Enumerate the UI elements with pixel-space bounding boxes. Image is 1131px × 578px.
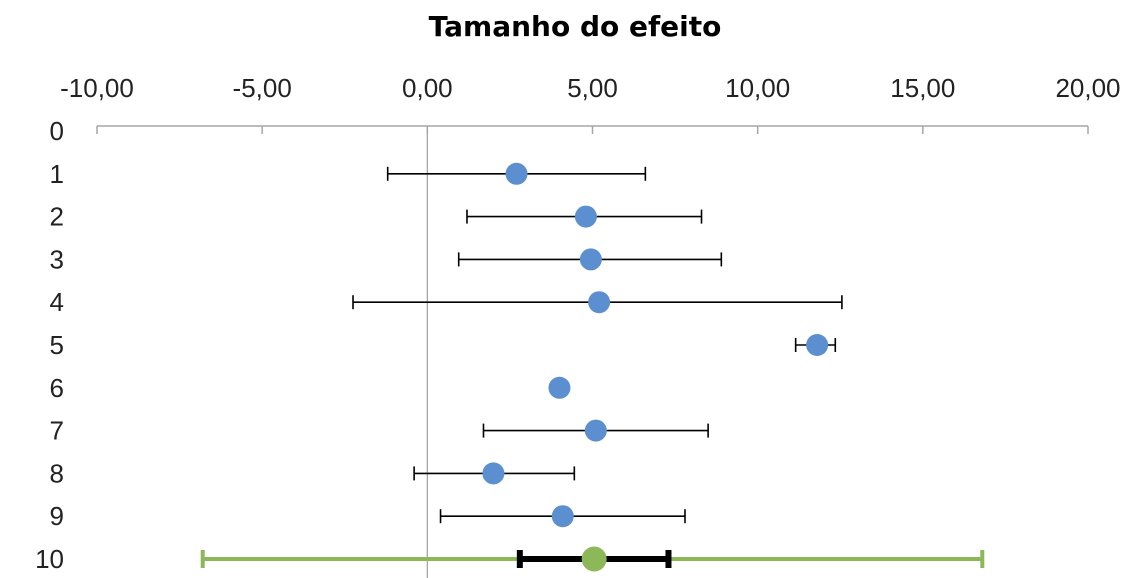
study-effect-point (551, 505, 574, 528)
study-series (352, 162, 843, 528)
y-tick-label: 9 (50, 501, 64, 531)
study-row (794, 334, 837, 356)
study-row (482, 419, 709, 442)
x-tick-label: 20,00 (1055, 73, 1120, 103)
study-row (413, 462, 576, 485)
y-axis-labels: 0 1 2 3 4 5 6 7 8 9 10 (35, 116, 64, 574)
study-effect-point (482, 462, 505, 485)
study-row (457, 248, 723, 271)
study-effect-point (548, 376, 571, 399)
y-tick-label: 8 (50, 458, 64, 488)
study-row (439, 505, 686, 528)
chart-title: Tamanho do efeito (428, 10, 722, 43)
y-tick-label: 10 (35, 544, 64, 574)
study-effect-point (806, 334, 829, 356)
study-effect-point (588, 291, 611, 314)
y-tick-label: 1 (50, 159, 64, 189)
x-tick-label: -5,00 (233, 73, 292, 103)
x-tick-label: 15,00 (890, 73, 955, 103)
x-tick-label: -10,00 (60, 73, 134, 103)
pooled-effect-point (581, 546, 607, 572)
y-tick-label: 3 (50, 244, 64, 274)
y-tick-label: 6 (50, 373, 64, 403)
x-axis: -10,00 -5,00 0,00 5,00 10,00 15,00 20,00 (60, 73, 1121, 134)
y-tick-label: 2 (50, 202, 64, 232)
y-tick-label: 4 (50, 287, 64, 317)
y-tick-label: 5 (50, 330, 64, 360)
study-effect-point (579, 248, 602, 271)
study-row (466, 205, 703, 228)
x-tick-label: 5,00 (567, 73, 618, 103)
study-effect-point (574, 205, 597, 228)
study-effect-point (505, 162, 528, 185)
x-tick-label: 10,00 (725, 73, 790, 103)
y-tick-label: 7 (50, 416, 64, 446)
study-row (352, 291, 843, 314)
pooled-estimate (200, 546, 985, 572)
study-effect-point (584, 419, 607, 442)
study-row (386, 162, 647, 185)
x-tick-label: 0,00 (402, 73, 453, 103)
y-tick-label: 0 (50, 116, 64, 146)
study-row (548, 376, 571, 399)
